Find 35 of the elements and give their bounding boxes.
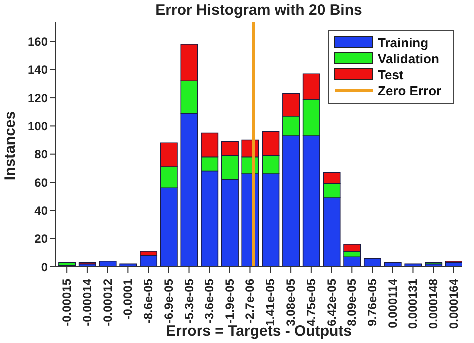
x-tick-label: -0.0001: [121, 278, 136, 320]
x-tick-label: -0.00014: [80, 278, 94, 326]
x-tick-label: 1.41e-05: [264, 278, 278, 326]
legend-label: Validation: [378, 52, 440, 66]
y-tick-label: 120: [28, 91, 48, 106]
y-tick-label: 160: [28, 34, 48, 49]
y-axis-title: Instances: [2, 111, 20, 181]
y-tick-label: 60: [34, 176, 48, 190]
x-tick-label: -0.00015: [60, 278, 74, 326]
chart-title: Error Histogram with 20 Bins: [154, 2, 364, 19]
legend-label: Test: [378, 68, 404, 82]
y-tick-label: 140: [28, 63, 48, 78]
x-tick-label: 0.000148: [426, 278, 441, 330]
x-tick-label: 0.000164: [446, 278, 461, 330]
x-tick-label: -3.6e-05: [202, 278, 217, 324]
legend-label: Zero Error: [378, 84, 442, 98]
y-tick-label: 20: [34, 232, 48, 246]
x-tick-label: -8.6e-05: [142, 278, 156, 324]
legend-label: Training: [378, 36, 429, 50]
y-tick-label: 80: [34, 148, 48, 162]
y-tick-label: 100: [28, 119, 48, 134]
x-tick-label: 0.000114: [386, 278, 400, 328]
y-tick-label: 40: [34, 204, 48, 218]
y-tick-label: 0: [41, 260, 48, 274]
x-tick-label: -1.9e-05: [222, 278, 237, 324]
x-tick-label: 4.75e-05: [304, 278, 318, 326]
x-tick-label: -6.9e-05: [162, 278, 176, 324]
x-tick-label: 6.42e-05: [324, 278, 339, 326]
x-tick-label: 9.76e-05: [366, 278, 380, 326]
x-tick-label: -0.00012: [100, 278, 115, 326]
x-tick-label: 8.09e-05: [345, 278, 360, 326]
x-tick-label: -2.7e-06: [243, 278, 258, 324]
x-tick-label: -5.3e-05: [182, 278, 196, 324]
x-tick-label: 0.000131: [406, 278, 420, 330]
x-tick-label: 3.08e-05: [284, 278, 298, 326]
